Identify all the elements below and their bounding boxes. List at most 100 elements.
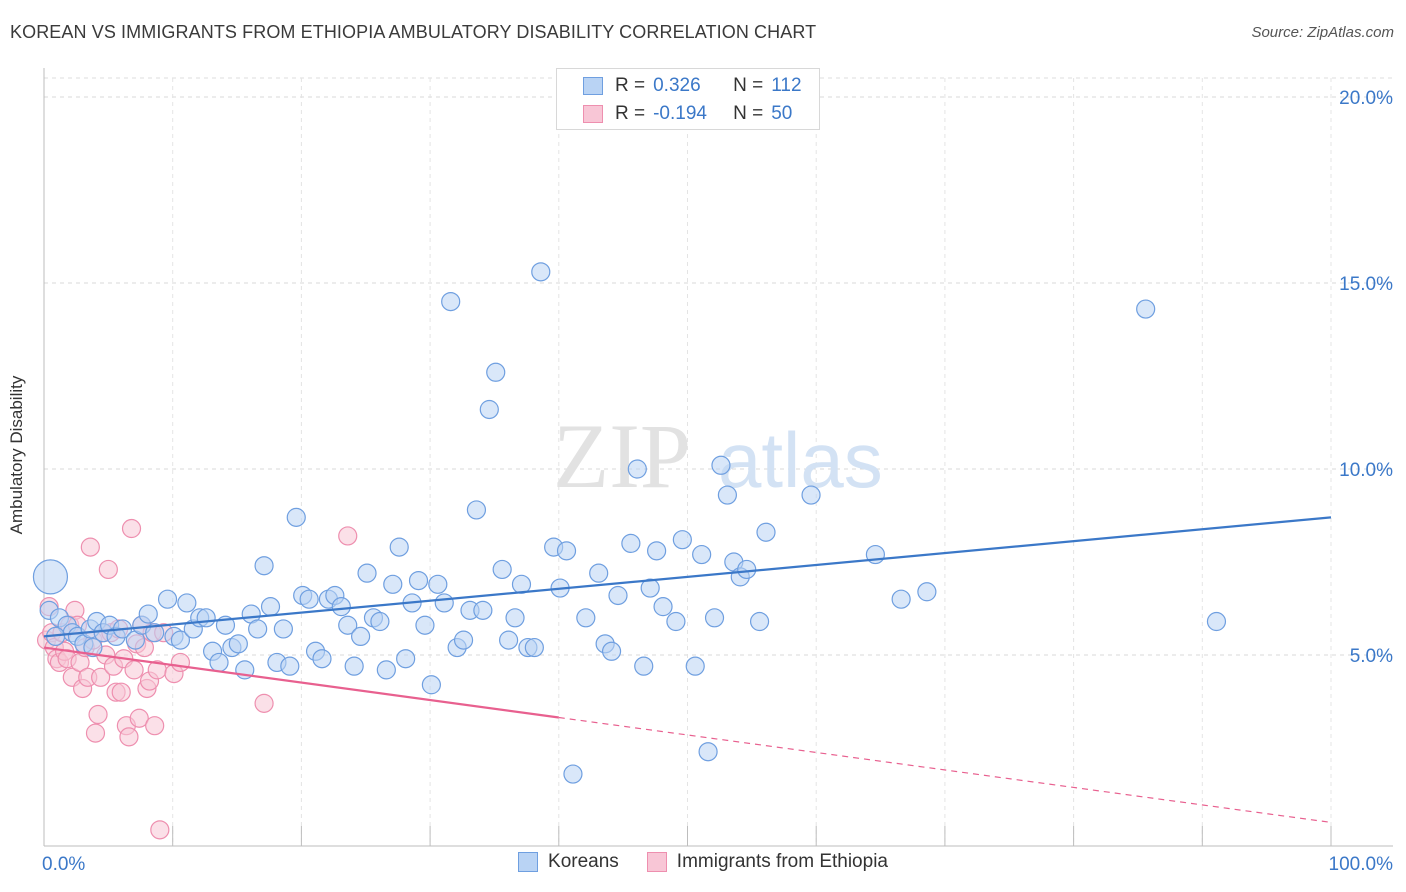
y-axis-label: Ambulatory Disability (7, 375, 26, 535)
korean-point (145, 623, 165, 643)
source-label: Source: ZipAtlas.com (1251, 24, 1394, 41)
korean-point (621, 533, 641, 554)
korean-point (209, 652, 229, 673)
korean-point (486, 362, 506, 382)
korean-point (917, 582, 937, 602)
ethiopia-point (124, 660, 144, 680)
korean-point (711, 455, 731, 475)
legend-label-ethiopia: Immigrants from Ethiopia (676, 851, 888, 872)
tick-labels: 5.0% 10.0% 15.0% 20.0% 0.0% 100.0% (42, 88, 1393, 875)
legend-swatch-ethiopia (646, 852, 667, 872)
korean-point (704, 608, 725, 628)
trend-line-koreans (43, 516, 1332, 638)
korean-point (138, 604, 158, 624)
ethiopia-point (80, 537, 100, 557)
korean-point (473, 600, 493, 620)
korean-point (273, 619, 293, 639)
korean-point (299, 589, 319, 609)
legend-r-label: R = (615, 103, 646, 124)
trend-line-ethiopia-projection (558, 716, 1332, 823)
korean-point (254, 556, 274, 576)
korean-point (563, 764, 583, 784)
korean-point (177, 593, 197, 613)
legend-label-koreans: Koreans (548, 851, 619, 872)
korean-point (428, 574, 448, 594)
korean-point (228, 634, 248, 654)
korean-point (737, 559, 757, 580)
korean-point (698, 742, 718, 762)
korean-point (466, 500, 487, 520)
korean-point (717, 485, 737, 505)
ethiopia-point (98, 559, 118, 580)
korean-point (383, 574, 403, 594)
korean-point (351, 626, 371, 647)
korean-point (453, 630, 474, 650)
series-ethiopia-points (36, 518, 358, 840)
korean-point (647, 541, 667, 561)
korean-point (338, 615, 358, 635)
x-tick-label-min: 0.0% (42, 854, 85, 875)
korean-point (479, 399, 499, 420)
x-tick-label-max: 100.0% (1329, 854, 1394, 875)
korean-point (434, 593, 454, 613)
korean-point (801, 485, 821, 505)
korean-point (83, 637, 103, 658)
chart-title: KOREAN VS IMMIGRANTS FROM ETHIOPIA AMBUL… (10, 22, 817, 42)
legend-n-label: N = (733, 103, 764, 124)
korean-point (608, 585, 628, 606)
y-tick-label: 20.0% (1339, 88, 1393, 109)
korean-point (260, 597, 281, 617)
ethiopia-point (119, 727, 139, 747)
series-legend: Koreans Immigrants from Ethiopia (0, 851, 1406, 873)
korean-point (492, 559, 512, 580)
korean-point (376, 660, 396, 680)
korean-point (531, 262, 551, 282)
korean-point (389, 537, 409, 557)
legend-row-koreans: R = 0.326 N = 112 (583, 73, 802, 99)
ethiopia-point (254, 693, 274, 713)
korean-point (1206, 611, 1227, 632)
korean-point (344, 656, 364, 676)
korean-point (634, 656, 654, 676)
korean-point (357, 563, 377, 583)
watermark: ZIP atlas (553, 405, 883, 507)
legend-n-value-ethiopia: 50 (771, 103, 793, 124)
korean-point (627, 459, 647, 479)
korean-point (756, 522, 776, 542)
korean-point (280, 656, 300, 676)
korean-point (524, 637, 544, 658)
legend-item-ethiopia: Immigrants from Ethiopia (646, 851, 888, 873)
legend-row-ethiopia: R = -0.194 N = 50 (583, 101, 792, 127)
ethiopia-point (85, 723, 106, 743)
series-koreans-points (32, 262, 1227, 784)
ethiopia-point (170, 652, 191, 673)
korean-point (685, 656, 705, 676)
korean-point (692, 544, 712, 565)
legend-n-value-koreans: 112 (771, 75, 802, 96)
ethiopia-point (129, 708, 149, 728)
legend-item-koreans: Koreans (518, 851, 619, 873)
ethiopia-point (111, 682, 131, 702)
ethiopia-point (88, 704, 108, 725)
korean-point (666, 611, 686, 632)
korean-point (396, 649, 416, 669)
legend-r-value-koreans: 0.326 (653, 75, 701, 96)
legend-swatch-koreans (583, 77, 603, 95)
korean-point (408, 570, 429, 591)
korean-point (196, 608, 216, 628)
legend-swatch-koreans (518, 852, 539, 872)
korean-point (415, 615, 435, 635)
y-tick-label: 10.0% (1339, 460, 1393, 481)
korean-point (601, 641, 622, 661)
ethiopia-point (145, 716, 165, 736)
korean-point (248, 619, 268, 639)
korean-point (749, 611, 770, 632)
korean-point (556, 541, 577, 561)
legend-r-value-ethiopia: -0.194 (653, 103, 707, 124)
korean-point (157, 589, 178, 609)
trend-line-ethiopia (43, 646, 559, 719)
korean-point (505, 608, 525, 628)
korean-point (499, 630, 519, 650)
ethiopia-point (121, 518, 142, 539)
